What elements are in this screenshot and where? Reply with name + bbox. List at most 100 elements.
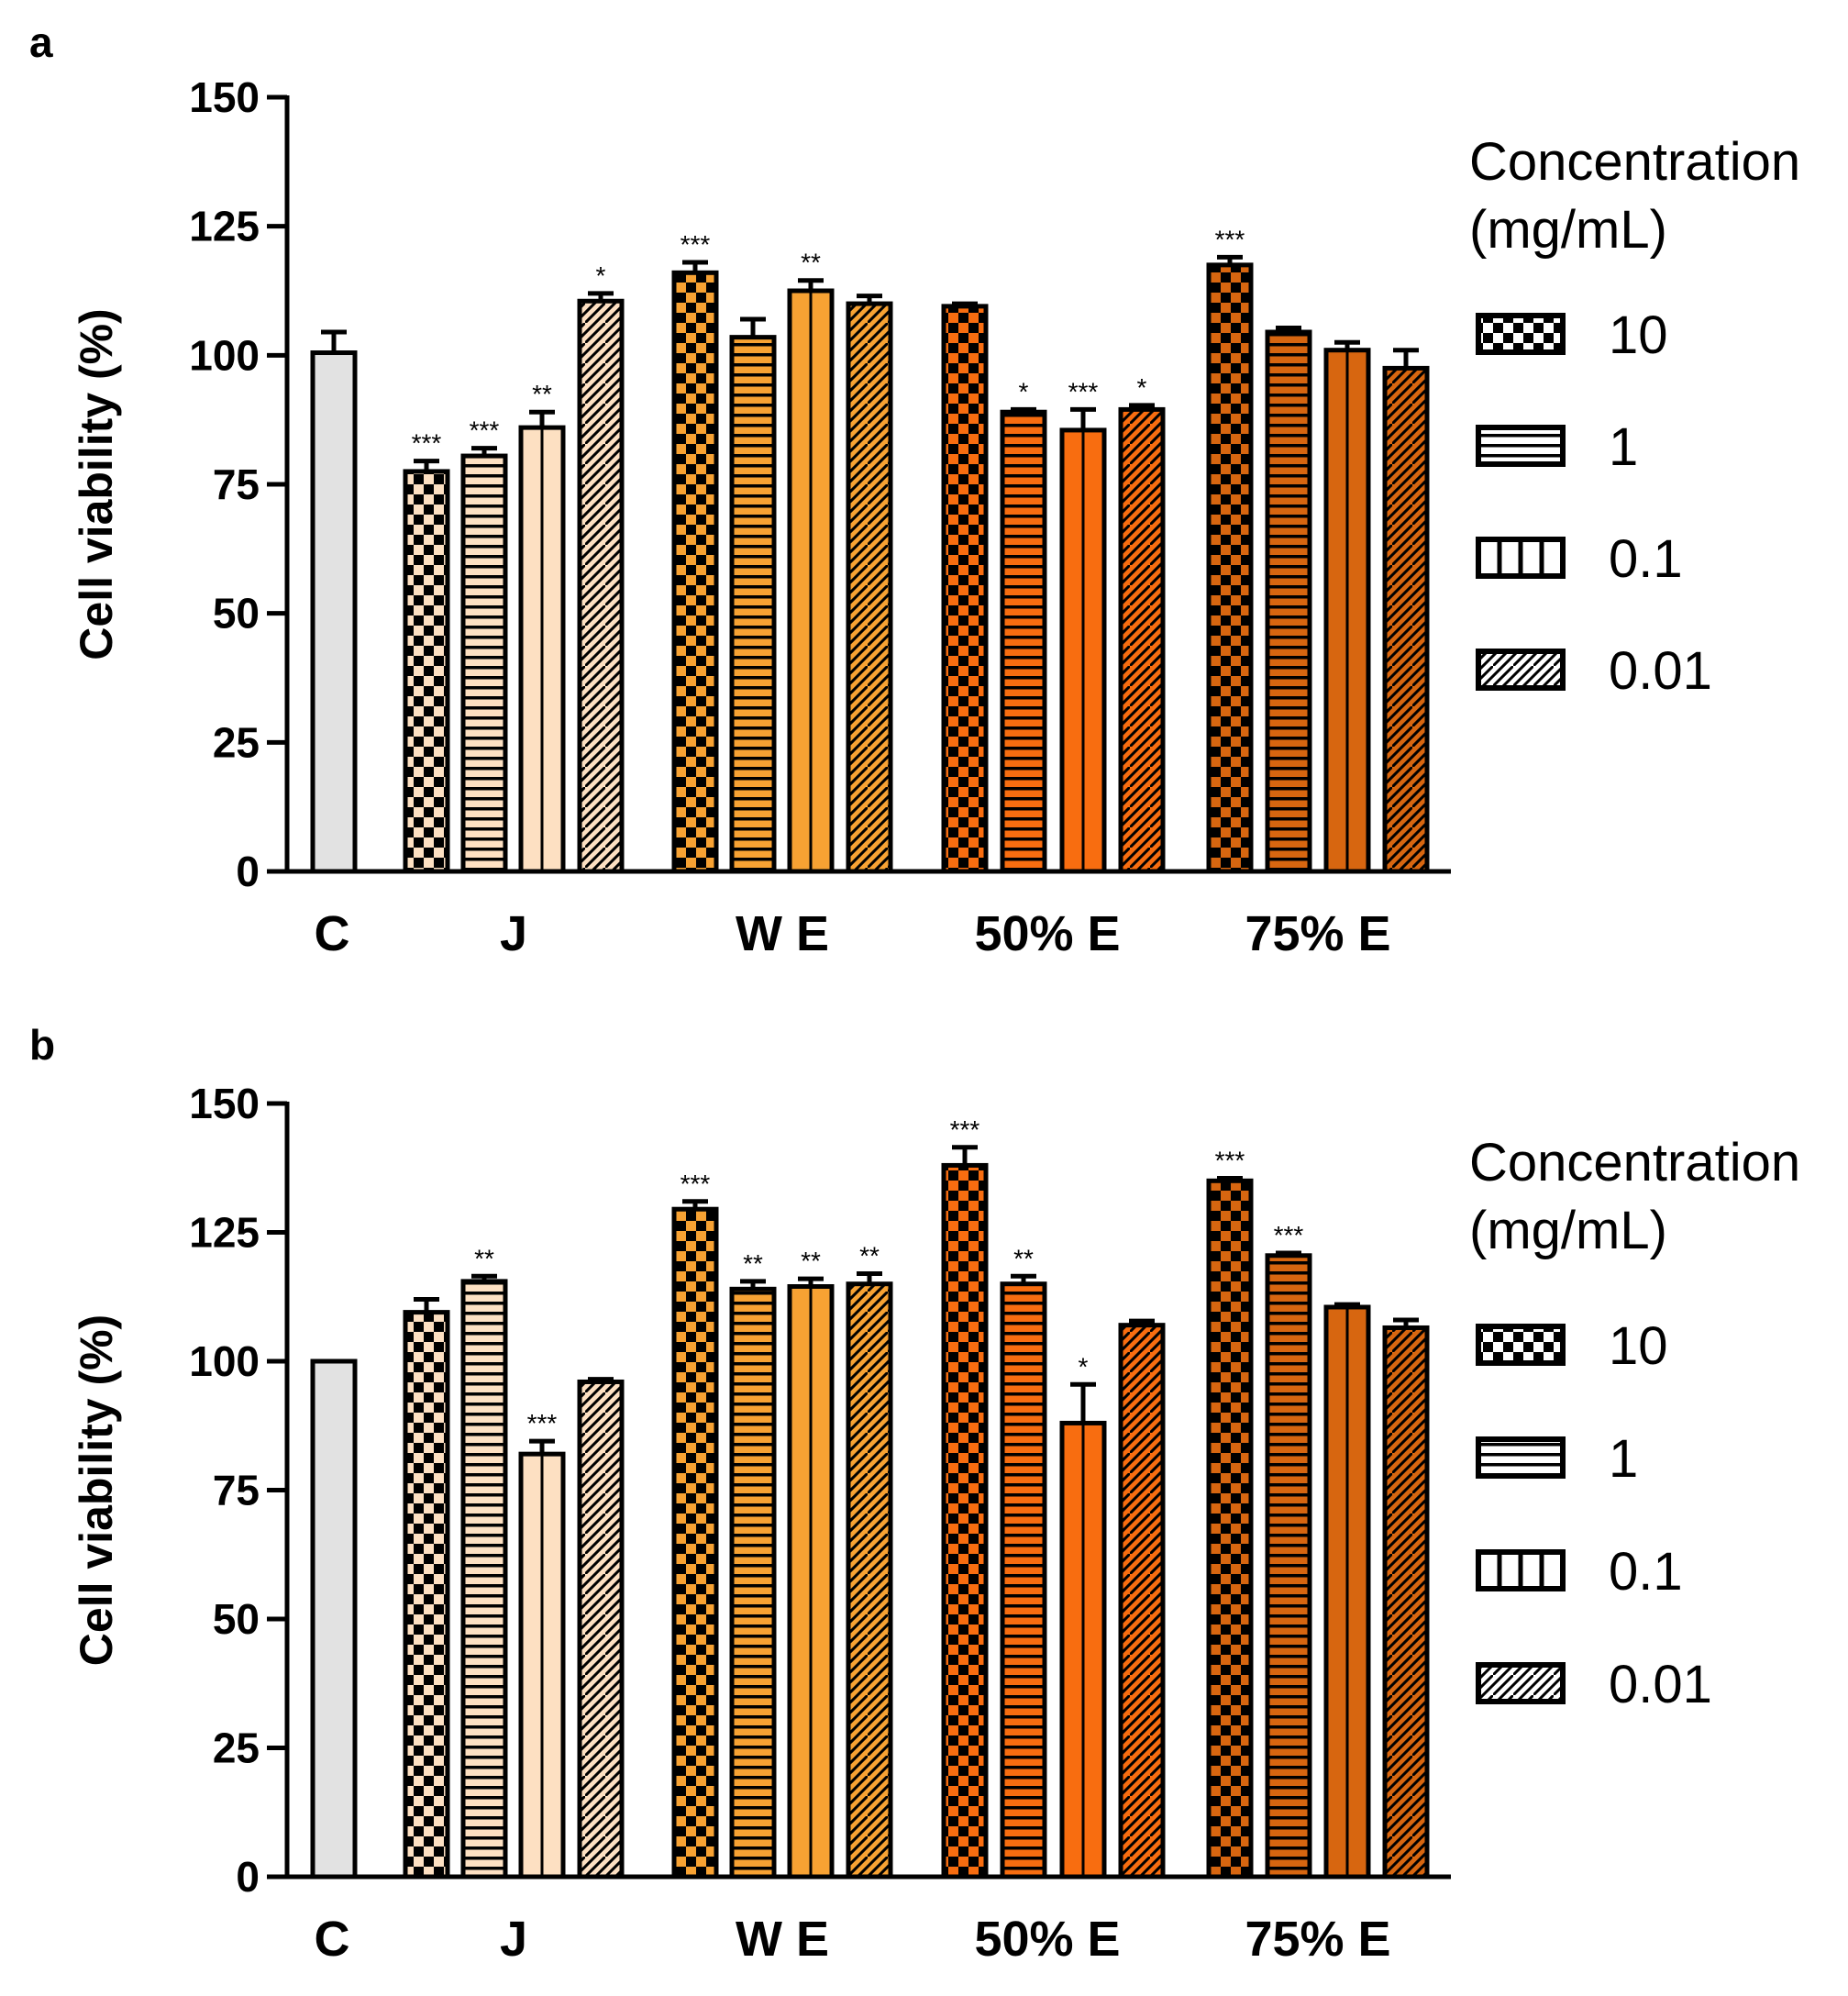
x-group-label: W E <box>736 1912 829 1967</box>
legend-swatch <box>1476 425 1566 467</box>
bar-J-10: *** <box>403 429 450 874</box>
legend: Concentration (mg/mL) 10 1 0.1 0.01 <box>1469 132 1800 701</box>
bar-C-control <box>310 329 358 874</box>
bar <box>1118 406 1166 874</box>
bar-J-0.1: ** <box>518 380 566 874</box>
bar <box>729 1286 777 1880</box>
legend-swatch <box>1476 1436 1566 1479</box>
legend-swatch-10 <box>1476 1324 1566 1366</box>
significance-label: *** <box>1215 225 1245 253</box>
panel-label: a <box>29 18 53 66</box>
bar-WE-0.01 <box>846 294 893 874</box>
y-tick-label: 50 <box>213 1595 260 1643</box>
bar-50E-1: ** <box>1000 1244 1047 1880</box>
bar <box>671 270 719 874</box>
bar-75E-10: *** <box>1206 225 1254 874</box>
x-group-label: C <box>315 1912 350 1967</box>
legend-swatch <box>1476 649 1566 691</box>
bar <box>1382 1325 1430 1880</box>
bar <box>941 1162 989 1880</box>
significance-label: ** <box>1013 1244 1034 1272</box>
bar <box>941 304 989 874</box>
bar-75E-0.1 <box>1323 339 1371 874</box>
bar-J-10 <box>403 1297 450 1880</box>
significance-label: *** <box>1274 1221 1304 1249</box>
x-group-label: J <box>500 906 527 961</box>
bar <box>577 298 625 874</box>
y-tick-label: 25 <box>213 718 260 766</box>
bar-50E-10 <box>941 301 989 874</box>
legend-label: 10 <box>1609 305 1668 365</box>
y-tick-label: 125 <box>189 203 260 250</box>
legend-swatch-1 <box>1476 425 1566 467</box>
bar-WE-1: ** <box>729 1249 777 1880</box>
bar-75E-0.01 <box>1382 348 1430 874</box>
significance-label: * <box>1079 1352 1089 1381</box>
bar <box>460 1279 508 1880</box>
bar-WE-0.01: ** <box>846 1241 893 1880</box>
legend-label: 0.1 <box>1609 529 1683 589</box>
x-group-label: C <box>315 906 350 961</box>
x-group-label: 50% E <box>974 1912 1120 1967</box>
bar <box>1382 365 1430 874</box>
bar-50E-0.1: *** <box>1059 377 1107 874</box>
legend-label: 1 <box>1609 417 1638 477</box>
bar-WE-0.1: ** <box>787 1247 835 1880</box>
bar <box>846 1281 893 1880</box>
y-axis-label: Cell viability (%) <box>71 1314 122 1666</box>
legend-swatch <box>1476 313 1566 355</box>
significance-label: *** <box>527 1409 558 1437</box>
bar-75E-0.1 <box>1323 1302 1371 1880</box>
bar <box>1000 1281 1047 1880</box>
significance-label: ** <box>474 1244 494 1272</box>
legend-swatch-0.01 <box>1476 1662 1566 1704</box>
bar <box>1206 262 1254 874</box>
bar-75E-10: *** <box>1206 1146 1254 1880</box>
legend-label: 1 <box>1609 1429 1638 1489</box>
bar-J-1: *** <box>460 416 508 874</box>
bar-75E-0.01 <box>1382 1317 1430 1880</box>
y-tick-label: 25 <box>213 1724 260 1772</box>
y-tick-label: 75 <box>213 460 260 508</box>
bar-50E-10: *** <box>941 1115 989 1880</box>
x-group-label: J <box>500 1912 527 1967</box>
y-tick-label: 100 <box>189 331 260 379</box>
bar-C-control <box>310 1358 358 1880</box>
legend: Concentration (mg/mL) 10 1 0.1 0.01 <box>1469 1133 1800 1714</box>
significance-label: ** <box>801 249 821 277</box>
legend-swatch-0.1 <box>1476 1549 1566 1591</box>
bar <box>846 301 893 874</box>
legend-subtitle: (mg/mL) <box>1469 200 1667 260</box>
bar <box>403 469 450 874</box>
y-tick-label: 100 <box>189 1337 260 1385</box>
legend-label: 10 <box>1609 1316 1668 1376</box>
significance-label: *** <box>470 416 500 445</box>
x-group-label: 50% E <box>974 906 1120 961</box>
significance-label: ** <box>859 1241 880 1270</box>
bar <box>310 1358 358 1880</box>
significance-label: * <box>1137 373 1147 402</box>
legend-label: 0.01 <box>1609 1655 1712 1714</box>
bar-50E-1: * <box>1000 377 1047 874</box>
y-axis-label: Cell viability (%) <box>71 308 122 660</box>
legend-label: 0.01 <box>1609 641 1712 701</box>
bar-50E-0.01: * <box>1118 373 1166 874</box>
y-tick-label: 125 <box>189 1209 260 1257</box>
y-tick-label: 150 <box>189 1080 260 1127</box>
significance-label: *** <box>1215 1146 1245 1174</box>
y-tick-label: 50 <box>213 590 260 638</box>
bar-J-0.1: *** <box>518 1409 566 1880</box>
bar-J-0.01: * <box>577 261 625 874</box>
bar-J-0.01 <box>577 1377 625 1880</box>
bar-WE-1 <box>729 316 777 874</box>
bar-75E-1: *** <box>1265 1221 1312 1880</box>
significance-label: * <box>596 261 606 290</box>
significance-label: *** <box>681 230 711 259</box>
legend-swatch-1 <box>1476 1436 1566 1479</box>
bar <box>310 350 358 874</box>
legend-swatch-0.01 <box>1476 649 1566 691</box>
bar <box>1118 1323 1166 1880</box>
